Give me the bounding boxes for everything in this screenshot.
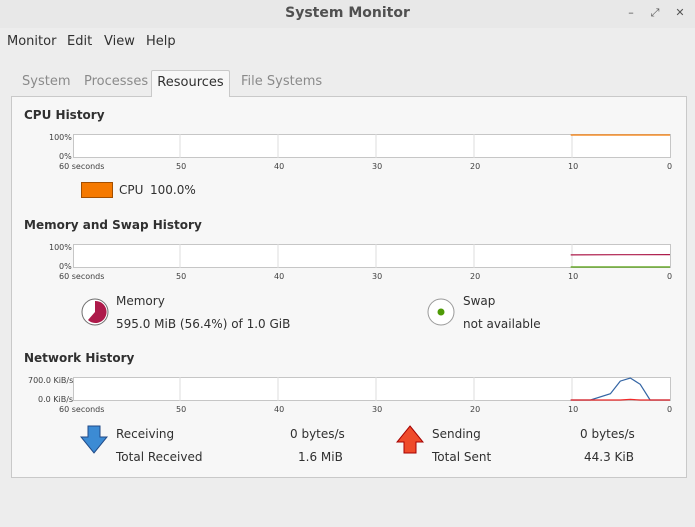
total-received-label: Total Received <box>116 450 203 464</box>
x-axis-tick: 60 seconds <box>59 162 105 171</box>
x-axis-tick: 50 <box>176 272 187 281</box>
x-axis-tick: 40 <box>274 162 285 171</box>
maximize-button[interactable]: ⤢ <box>650 6 660 19</box>
close-button[interactable]: ✕ <box>675 6 685 19</box>
mem-y-max-label: 100% <box>49 243 72 252</box>
net-y-max-label: 700.0 KiB/s <box>28 376 74 385</box>
cpu-history-title: CPU History <box>24 108 105 122</box>
x-axis-tick: 0 <box>667 162 673 171</box>
cpu-color-swatch[interactable] <box>81 182 113 198</box>
net-y-min-label: 0.0 KiB/s <box>38 395 74 404</box>
x-axis-tick: 20 <box>470 272 481 281</box>
network-history-title: Network History <box>24 351 135 365</box>
x-axis-tick: 20 <box>470 162 481 171</box>
total-received-value: 1.6 MiB <box>298 450 343 464</box>
memory-history-title: Memory and Swap History <box>24 218 202 232</box>
x-axis-tick: 50 <box>176 405 187 414</box>
menu-view[interactable]: View <box>104 34 135 49</box>
memory-pie-icon[interactable] <box>80 297 110 327</box>
x-axis-tick: 10 <box>568 405 579 414</box>
tab-bar: System Processes File Systems <box>0 56 695 96</box>
tab-resources[interactable]: Resources <box>151 70 230 97</box>
cpu-legend-label: CPU <box>119 183 144 197</box>
menu-help[interactable]: Help <box>146 34 176 49</box>
tab-system[interactable]: System <box>22 74 71 89</box>
menu-monitor[interactable]: Monitor <box>7 34 57 49</box>
x-axis-tick: 10 <box>568 272 579 281</box>
mem-y-min-label: 0% <box>59 262 72 271</box>
total-sent-label: Total Sent <box>432 450 492 464</box>
swap-pie-icon[interactable] <box>427 298 455 326</box>
title-bar: System Monitor – ⤢ ✕ <box>0 0 695 28</box>
memory-history-graph <box>73 244 671 268</box>
receiving-label: Receiving <box>116 427 175 441</box>
x-axis-tick: 40 <box>274 405 285 414</box>
sending-label: Sending <box>432 427 481 441</box>
cpu-y-max-label: 100% <box>49 133 72 142</box>
tab-file-systems[interactable]: File Systems <box>241 74 323 89</box>
sending-series-line <box>570 398 670 401</box>
x-axis-tick: 40 <box>274 272 285 281</box>
x-axis-tick: 30 <box>372 162 383 171</box>
x-axis-tick: 30 <box>372 405 383 414</box>
x-axis-tick: 30 <box>372 272 383 281</box>
cpu-y-min-label: 0% <box>59 152 72 161</box>
network-history-graph <box>73 377 671 401</box>
cpu-legend-value: 100.0% <box>150 183 196 197</box>
x-axis-tick: 0 <box>667 405 673 414</box>
memory-label: Memory <box>116 294 165 308</box>
cpu-history-graph <box>73 134 671 158</box>
menu-bar: Monitor Edit View Help <box>0 28 695 56</box>
minimize-button[interactable]: – <box>628 6 634 19</box>
swap-value: not available <box>463 317 541 331</box>
memory-value: 595.0 MiB (56.4%) of 1.0 GiB <box>116 317 291 331</box>
tab-processes[interactable]: Processes <box>84 74 149 89</box>
menu-edit[interactable]: Edit <box>67 34 93 49</box>
total-sent-value: 44.3 KiB <box>584 450 634 464</box>
x-axis-tick: 60 seconds <box>59 405 105 414</box>
resources-panel <box>11 96 687 478</box>
x-axis-tick: 10 <box>568 162 579 171</box>
sending-arrow-icon[interactable] <box>396 425 424 455</box>
receiving-value: 0 bytes/s <box>290 427 345 441</box>
x-axis-tick: 0 <box>667 272 673 281</box>
window-title: System Monitor <box>285 5 410 21</box>
receiving-series-line <box>570 377 670 401</box>
swap-label: Swap <box>463 294 496 308</box>
x-axis-tick: 60 seconds <box>59 272 105 281</box>
sending-value: 0 bytes/s <box>580 427 635 441</box>
x-axis-tick: 50 <box>176 162 187 171</box>
receiving-arrow-icon[interactable] <box>80 425 108 455</box>
x-axis-tick: 20 <box>470 405 481 414</box>
